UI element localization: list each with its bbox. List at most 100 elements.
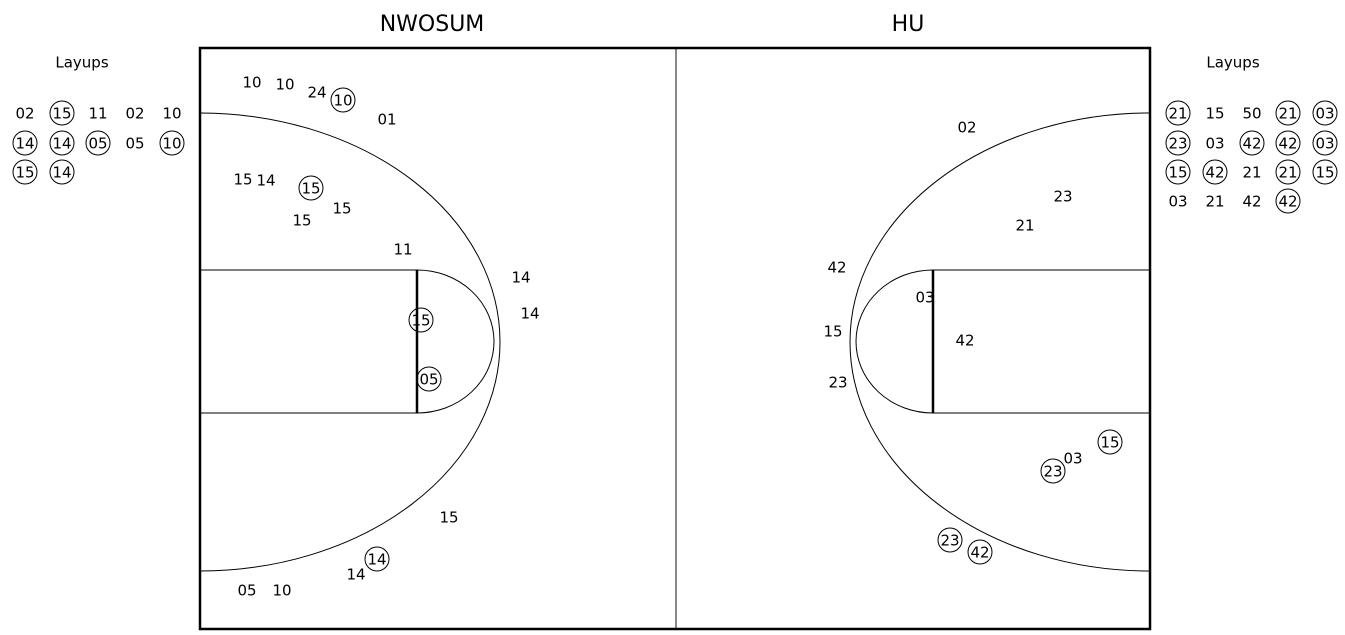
made-circle: [159, 130, 185, 156]
made-shot: 14: [15, 135, 34, 153]
missed-shot: 42: [955, 332, 974, 350]
three-point-arc: [199, 112, 501, 572]
made-circle: [85, 130, 111, 156]
court-border: [198, 46, 1152, 631]
made-circle: [49, 159, 75, 185]
made-shot: 05: [419, 371, 438, 389]
made-circle: [1275, 159, 1301, 185]
made-circle: [1312, 159, 1338, 185]
made-shot: 14: [52, 164, 71, 182]
made-circle: [298, 175, 324, 201]
made-shot: 05: [88, 135, 107, 153]
layups-label: Layups: [55, 54, 108, 72]
made-circle: [1165, 100, 1191, 126]
missed-shot: 50: [1242, 105, 1261, 123]
missed-shot: 03: [915, 289, 934, 307]
missed-shot: 15: [332, 200, 351, 218]
free-throw-arc: [416, 269, 495, 414]
court: [198, 46, 1152, 631]
layups-label: Layups: [1206, 54, 1259, 72]
missed-shot: 02: [15, 105, 34, 123]
made-shot: 15: [52, 105, 71, 123]
made-shot: 21: [1278, 164, 1297, 182]
made-circle: [1097, 429, 1123, 455]
key: [199, 269, 418, 414]
free-throw-arc: [855, 269, 934, 414]
missed-shot: 02: [125, 105, 144, 123]
team-title: HU: [892, 12, 925, 37]
made-shot: 03: [1315, 105, 1334, 123]
made-shot: 23: [1168, 135, 1187, 153]
missed-shot: 15: [1205, 105, 1224, 123]
made-shot: 03: [1315, 135, 1334, 153]
missed-shot: 14: [511, 269, 530, 287]
made-circle: [12, 159, 38, 185]
made-circle: [12, 130, 38, 156]
missed-shot: 42: [1242, 193, 1261, 211]
missed-shot: 02: [957, 119, 976, 137]
made-circle: [1275, 100, 1301, 126]
missed-shot: 14: [256, 172, 275, 190]
missed-shot: 11: [393, 241, 412, 259]
made-circle: [416, 366, 442, 392]
made-shot: 15: [1315, 164, 1334, 182]
missed-shot: 10: [242, 74, 261, 92]
made-circle: [1165, 130, 1191, 156]
made-shot: 15: [411, 312, 430, 330]
made-shot: 42: [970, 544, 989, 562]
made-shot: 42: [1278, 135, 1297, 153]
missed-shot: 23: [1053, 188, 1072, 206]
made-circle: [330, 87, 356, 113]
made-shot: 21: [1168, 105, 1187, 123]
missed-shot: 15: [233, 171, 252, 189]
missed-shot: 05: [125, 135, 144, 153]
made-shot: 15: [301, 180, 320, 198]
made-shot: 14: [367, 551, 386, 569]
made-circle: [1275, 130, 1301, 156]
missed-shot: 24: [307, 84, 326, 102]
missed-shot: 14: [346, 566, 365, 584]
missed-shot: 21: [1242, 164, 1261, 182]
made-circle: [1312, 100, 1338, 126]
made-shot: 42: [1242, 135, 1261, 153]
made-shot: 10: [162, 135, 181, 153]
three-point-arc: [849, 112, 1151, 572]
made-circle: [937, 527, 963, 553]
made-circle: [408, 307, 434, 333]
made-circle: [49, 130, 75, 156]
missed-shot: 15: [292, 212, 311, 230]
made-shot: 42: [1205, 164, 1224, 182]
made-circle: [1275, 188, 1301, 214]
missed-shot: 01: [377, 111, 396, 129]
made-shot: 23: [940, 532, 959, 550]
team-title: NWOSUM: [380, 12, 485, 37]
made-shot: 42: [1278, 193, 1297, 211]
missed-shot: 11: [88, 105, 107, 123]
made-circle: [1312, 130, 1338, 156]
missed-shot: 21: [1205, 193, 1224, 211]
missed-shot: 14: [520, 305, 539, 323]
missed-shot: 21: [1015, 217, 1034, 235]
made-shot: 10: [333, 92, 352, 110]
missed-shot: 23: [828, 374, 847, 392]
missed-shot: 03: [1063, 450, 1082, 468]
made-shot: 15: [1168, 164, 1187, 182]
made-circle: [1040, 458, 1066, 484]
missed-shot: 42: [827, 259, 846, 277]
made-shot: 14: [52, 135, 71, 153]
missed-shot: 10: [275, 76, 294, 94]
missed-shot: 03: [1168, 193, 1187, 211]
made-circle: [967, 539, 993, 565]
missed-shot: 10: [272, 582, 291, 600]
missed-shot: 03: [1205, 135, 1224, 153]
made-circle: [1202, 159, 1228, 185]
made-shot: 21: [1278, 105, 1297, 123]
made-circle: [1239, 130, 1265, 156]
made-shot: 15: [15, 164, 34, 182]
missed-shot: 05: [237, 582, 256, 600]
missed-shot: 10: [162, 105, 181, 123]
missed-shot: 15: [439, 509, 458, 527]
made-circle: [364, 546, 390, 572]
made-circle: [49, 100, 75, 126]
